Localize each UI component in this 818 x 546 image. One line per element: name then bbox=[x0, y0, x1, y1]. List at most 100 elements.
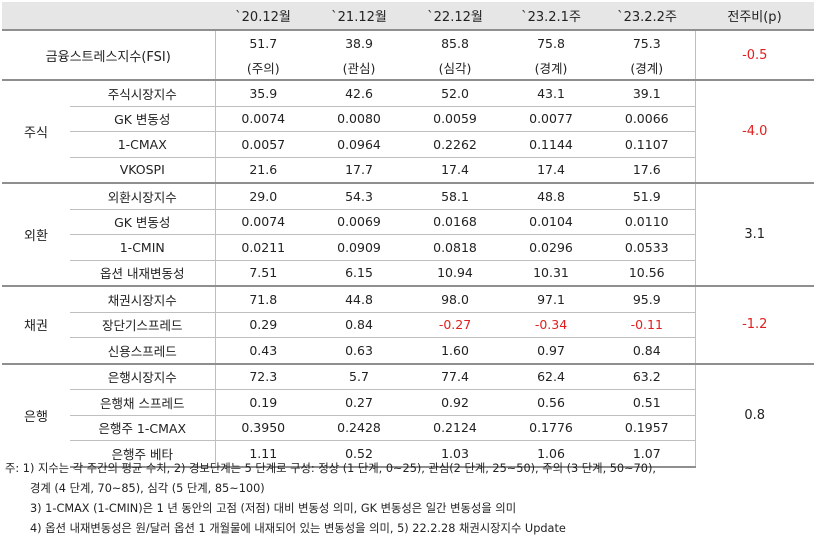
value-cell: 0.0059 bbox=[407, 105, 503, 132]
fsi-level: (관심) bbox=[342, 60, 376, 76]
group-label: 채권 bbox=[2, 285, 70, 364]
value-cell: 58.1 bbox=[407, 182, 503, 209]
value-cell: 10.56 bbox=[599, 259, 695, 286]
value-cell: 0.19 bbox=[214, 389, 311, 415]
value-cell: 0.52 bbox=[311, 440, 407, 468]
value-cell: 0.0077 bbox=[503, 105, 599, 132]
table-row: 은행채 스프레드 0.19 0.27 0.92 0.56 0.51 bbox=[2, 389, 814, 415]
table-row: 옵션 내재변동성 7.51 6.15 10.94 10.31 10.56 bbox=[2, 259, 814, 286]
value-cell: 0.0296 bbox=[503, 234, 599, 260]
row-label: 주식시장지수 bbox=[70, 79, 215, 106]
row-label: 은행시장지수 bbox=[70, 362, 215, 390]
value-cell: 0.0057 bbox=[214, 131, 311, 157]
fsi-change: -0.5 bbox=[694, 29, 814, 80]
table-row: 신용스프레드 0.43 0.63 1.60 0.97 0.84 bbox=[2, 337, 814, 364]
table-row: 1-CMIN 0.0211 0.0909 0.0818 0.0296 0.0533 bbox=[2, 234, 814, 260]
footnote-line: 경계 (4 단계, 70~85), 심각 (5 단계, 85~100) bbox=[30, 482, 265, 495]
header-cell: `23.2.1주 bbox=[503, 2, 599, 30]
value-cell: 0.0818 bbox=[407, 234, 503, 260]
table-row: 외환 외환시장지수 29.0 54.3 58.1 48.8 51.9 3.1 bbox=[2, 182, 814, 286]
weekly-change: 3.1 bbox=[694, 182, 814, 286]
value-cell: 98.0 bbox=[407, 285, 503, 312]
value-cell: 97.1 bbox=[503, 285, 599, 312]
header-cell: `20.12월 bbox=[215, 2, 311, 30]
value-cell: 0.3950 bbox=[214, 414, 311, 441]
weekly-change: -4.0 bbox=[694, 79, 814, 183]
value-cell: 44.8 bbox=[311, 285, 407, 312]
footnotes: 주: 1) 지수는 각 주간의 평균 수치, 2) 경보단계는 5 단계로 구성… bbox=[5, 459, 656, 539]
fsi-level: (심각) bbox=[438, 60, 472, 76]
weekly-change: -1.2 bbox=[694, 285, 814, 364]
fsi-level: (주의) bbox=[214, 55, 311, 80]
row-label: 옵션 내재변동성 bbox=[70, 259, 215, 286]
fsi-level: (경계) bbox=[534, 60, 568, 76]
value-cell: 0.27 bbox=[311, 389, 407, 415]
value-cell: 48.8 bbox=[503, 182, 599, 209]
row-label: 은행주 1-CMAX bbox=[70, 414, 215, 441]
value-cell: 0.29 bbox=[214, 311, 311, 338]
table-row: VKOSPI 21.6 17.7 17.4 17.4 17.6 bbox=[2, 156, 814, 183]
header-cell bbox=[70, 2, 215, 30]
value-cell: 0.1107 bbox=[599, 131, 695, 157]
fsi-value: 75.8 bbox=[503, 29, 599, 55]
row-label: 채권시장지수 bbox=[70, 285, 215, 312]
header-row: `20.12월 `21.12월 `22.12월 `23.2.1주 `23.2.2… bbox=[2, 2, 814, 30]
value-cell: 0.0104 bbox=[503, 208, 599, 235]
value-cell: 0.1144 bbox=[503, 131, 599, 157]
value-cell: 1.06 bbox=[503, 440, 599, 468]
value-cell: 17.7 bbox=[311, 156, 407, 183]
table-row: 채권 채권시장지수 71.8 44.8 98.0 97.1 95.9 -1.2 bbox=[2, 285, 814, 364]
value-cell: 0.0168 bbox=[407, 208, 503, 235]
header-cell: `21.12월 bbox=[311, 2, 407, 30]
table-row: GK 변동성 0.0074 0.0080 0.0059 0.0077 0.0066 bbox=[2, 105, 814, 132]
value-cell: 21.6 bbox=[214, 156, 311, 183]
value-cell: 0.56 bbox=[503, 389, 599, 415]
group-label: 은행 bbox=[2, 362, 70, 467]
group-label: 외환 bbox=[2, 182, 70, 286]
value-cell: 17.4 bbox=[407, 156, 503, 183]
value-cell: 95.9 bbox=[599, 285, 695, 312]
value-cell: 0.0074 bbox=[214, 105, 311, 132]
value-cell: 51.9 bbox=[599, 182, 695, 209]
value-cell: 0.43 bbox=[214, 337, 311, 364]
value-cell: 0.1776 bbox=[503, 414, 599, 441]
value-cell: 1.60 bbox=[407, 337, 503, 364]
value-cell: 52.0 bbox=[407, 79, 503, 106]
fsi-level-row: (주의) (관심) (심각) (경계) (경계) bbox=[2, 55, 814, 80]
fsi-value: 75.3 bbox=[599, 29, 695, 55]
value-cell: 17.6 bbox=[599, 156, 695, 183]
table-row: 1-CMAX 0.0057 0.0964 0.2262 0.1144 0.1107 bbox=[2, 131, 814, 157]
row-label: 1-CMAX bbox=[70, 131, 215, 157]
value-cell: 72.3 bbox=[214, 362, 311, 390]
table-row: GK 변동성 0.0074 0.0069 0.0168 0.0104 0.0110 bbox=[2, 208, 814, 235]
value-cell: 1.11 bbox=[214, 440, 311, 468]
table-row: 주식 주식시장지수 35.9 42.6 52.0 43.1 39.1 -4.0 bbox=[2, 79, 814, 183]
value-cell: 63.2 bbox=[599, 362, 695, 390]
value-cell: 1.03 bbox=[407, 440, 503, 468]
value-cell: 0.51 bbox=[599, 389, 695, 415]
value-cell: 0.97 bbox=[503, 337, 599, 364]
row-label: 외환시장지수 bbox=[70, 182, 215, 209]
row-label: GK 변동성 bbox=[70, 105, 215, 132]
fsi-table: `20.12월 `21.12월 `22.12월 `23.2.1주 `23.2.2… bbox=[2, 2, 814, 468]
header-cell: 전주비(p) bbox=[695, 2, 814, 30]
header-cell bbox=[2, 2, 70, 30]
fsi-value: 51.7 bbox=[214, 29, 311, 55]
value-cell: 0.0909 bbox=[311, 234, 407, 260]
value-cell: 39.1 bbox=[599, 79, 695, 106]
value-cell: 0.0964 bbox=[311, 131, 407, 157]
row-label: 은행주 베타 bbox=[70, 440, 215, 468]
value-cell: 0.2428 bbox=[311, 414, 407, 441]
fsi-level: (경계) bbox=[630, 60, 664, 76]
table-row: 은행주 베타 1.11 0.52 1.03 1.06 1.07 bbox=[2, 440, 814, 468]
row-label: 1-CMIN bbox=[70, 234, 215, 260]
value-cell: 77.4 bbox=[407, 362, 503, 390]
fsi-label: 금융스트레스지수(FSI) bbox=[2, 29, 215, 80]
value-cell: -0.27 bbox=[407, 311, 503, 338]
value-cell: 6.15 bbox=[311, 259, 407, 286]
value-cell: 0.0533 bbox=[599, 234, 695, 260]
value-cell: 0.63 bbox=[311, 337, 407, 364]
group-label: 주식 bbox=[2, 79, 70, 183]
row-label: GK 변동성 bbox=[70, 208, 215, 235]
footnote-line: 주: 1) 지수는 각 주간의 평균 수치, 2) 경보단계는 5 단계로 구성… bbox=[5, 462, 656, 475]
